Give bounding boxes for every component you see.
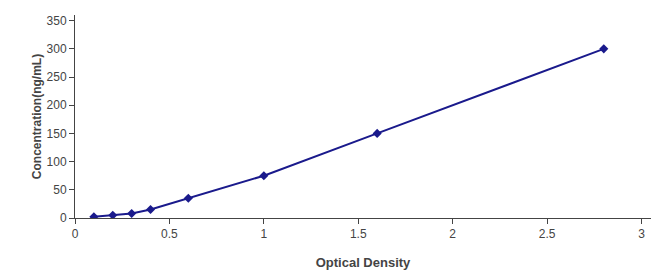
svg-text:0: 0 [60,211,67,225]
svg-text:0.5: 0.5 [161,227,178,241]
svg-text:2: 2 [449,227,456,241]
svg-text:200: 200 [47,98,67,112]
svg-text:100: 100 [47,155,67,169]
svg-text:300: 300 [47,42,67,56]
svg-text:2.5: 2.5 [539,227,556,241]
svg-text:1: 1 [261,227,268,241]
svg-text:Optical Density: Optical Density [316,255,411,270]
svg-text:250: 250 [47,70,67,84]
svg-text:150: 150 [47,127,67,141]
svg-text:3: 3 [638,227,645,241]
svg-text:50: 50 [53,183,67,197]
svg-text:Concentration(ng/mL): Concentration(ng/mL) [30,54,44,179]
svg-text:0: 0 [72,227,79,241]
svg-text:1.5: 1.5 [350,227,367,241]
svg-text:350: 350 [47,14,67,28]
